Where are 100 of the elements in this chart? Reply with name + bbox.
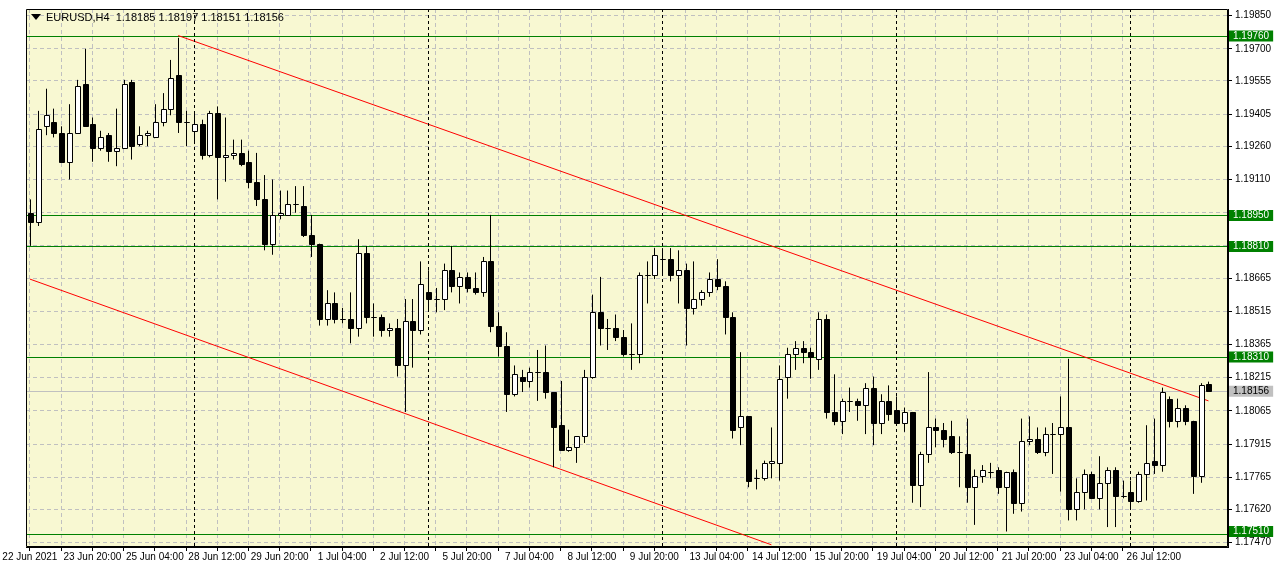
x-tick-label: 14 Jul 12:00 (751, 550, 807, 562)
candlestick (598, 276, 604, 347)
candlestick (1183, 404, 1189, 426)
ref-line-label: 1.18156 (1233, 384, 1270, 396)
candlestick (863, 382, 869, 435)
x-tick-label: 25 Jun 04:00 (125, 550, 185, 562)
candlestick (262, 174, 268, 251)
candlestick (840, 398, 846, 435)
candlestick (1175, 398, 1181, 428)
candlestick (668, 247, 674, 282)
candlestick (223, 116, 229, 183)
candlestick (254, 152, 260, 207)
candlestick (1027, 415, 1033, 446)
candlestick (67, 103, 73, 180)
y-tick-label: 1.18515 (1235, 304, 1272, 316)
candlestick (715, 258, 721, 291)
candlestick (871, 376, 877, 446)
y-tick-label: 1.17915 (1235, 437, 1272, 449)
candlestick (348, 291, 354, 344)
candlestick (176, 37, 182, 134)
candlestick (832, 373, 838, 426)
candlestick (1043, 426, 1049, 457)
x-tick-label: 26 Jul 12:00 (1126, 550, 1182, 562)
x-tick-label: 23 Jul 04:00 (1064, 550, 1120, 562)
candlestick (574, 435, 580, 464)
candlestick (941, 422, 947, 448)
candlestick (465, 271, 471, 293)
candlestick (496, 311, 502, 358)
candlestick (1035, 426, 1041, 455)
y-tick-label: 1.18665 (1235, 271, 1272, 283)
candlestick (114, 108, 120, 167)
candlestick (777, 364, 783, 482)
candlestick (543, 345, 549, 400)
y-tick-label: 1.19700 (1235, 42, 1272, 54)
candlestick (613, 314, 619, 342)
candlestick (910, 411, 916, 504)
candlestick (1097, 455, 1103, 510)
candlestick (153, 103, 159, 138)
candlestick (512, 364, 518, 397)
candlestick (855, 398, 861, 422)
candlestick (457, 271, 463, 304)
candlestick (473, 271, 479, 296)
candlestick (75, 79, 81, 134)
candlestick (1105, 466, 1111, 528)
candlestick (1191, 420, 1197, 495)
x-tick-label: 23 Jun 20:00 (63, 550, 122, 562)
candlestick (676, 249, 682, 304)
candlestick (746, 415, 752, 488)
x-tick-label: 7 Jul 04:00 (504, 550, 555, 562)
y-tick-label: 1.17470 (1235, 536, 1272, 548)
candlestick (551, 391, 557, 468)
candlestick (738, 351, 744, 446)
candlestick (824, 314, 830, 420)
candlestick (98, 130, 104, 152)
candlestick (816, 311, 822, 371)
ref-line-label: 1.18310 (1233, 350, 1270, 362)
candlestick (418, 260, 424, 335)
candlestick (59, 125, 65, 163)
y-tick-label: 1.19405 (1235, 107, 1272, 119)
x-tick-label: 1 Jul 04:00 (317, 550, 368, 562)
x-tick-label: 2 Jul 12:00 (380, 550, 430, 562)
ref-line-label: 1.19760 (1233, 29, 1270, 41)
candlestick (215, 105, 221, 200)
candlestick (590, 294, 596, 380)
candlestick (1074, 477, 1080, 521)
candlestick (1019, 418, 1025, 513)
candlestick (637, 271, 643, 364)
y-tick-label: 1.19110 (1235, 173, 1271, 185)
candlestick (707, 271, 713, 298)
x-tick-label: 22 Jun 2021 (2, 550, 58, 562)
candlestick (364, 245, 370, 324)
candlestick (621, 329, 627, 358)
candlestick (137, 125, 143, 147)
candlestick (1136, 471, 1142, 504)
y-tick-label: 1.17765 (1235, 471, 1272, 483)
y-tick-label: 1.19260 (1235, 140, 1272, 152)
candlestick (356, 238, 362, 338)
candlestick (36, 110, 42, 227)
candlestick (1058, 395, 1064, 493)
x-tick-label: 28 Jun 12:00 (188, 550, 247, 562)
ref-line-label: 1.18950 (1233, 209, 1270, 221)
candlestick (231, 139, 237, 161)
chart-title: EURUSD,H4 1.18185 1.18197 1.18151 1.18156 (46, 11, 284, 23)
ref-line-label: 1.17510 (1233, 525, 1270, 537)
candlestick (317, 243, 323, 327)
candlestick (1113, 466, 1119, 528)
candlestick (793, 340, 799, 371)
x-tick-label: 8 Jul 12:00 (567, 550, 617, 562)
candlestick (395, 318, 401, 378)
x-tick-label: 9 Jul 20:00 (629, 550, 680, 562)
candlestick (785, 347, 791, 400)
x-tick-label: 13 Jul 04:00 (689, 550, 745, 562)
x-tick-label: 5 Jul 20:00 (442, 550, 492, 562)
candlestick (1066, 358, 1072, 521)
y-tick-label: 1.18365 (1235, 338, 1272, 350)
candlestick (1144, 424, 1150, 502)
y-tick-label: 1.18215 (1235, 371, 1272, 383)
candlestick (902, 407, 908, 433)
x-tick-label: 29 Jun 20:00 (250, 550, 310, 562)
candlestick (949, 420, 955, 455)
